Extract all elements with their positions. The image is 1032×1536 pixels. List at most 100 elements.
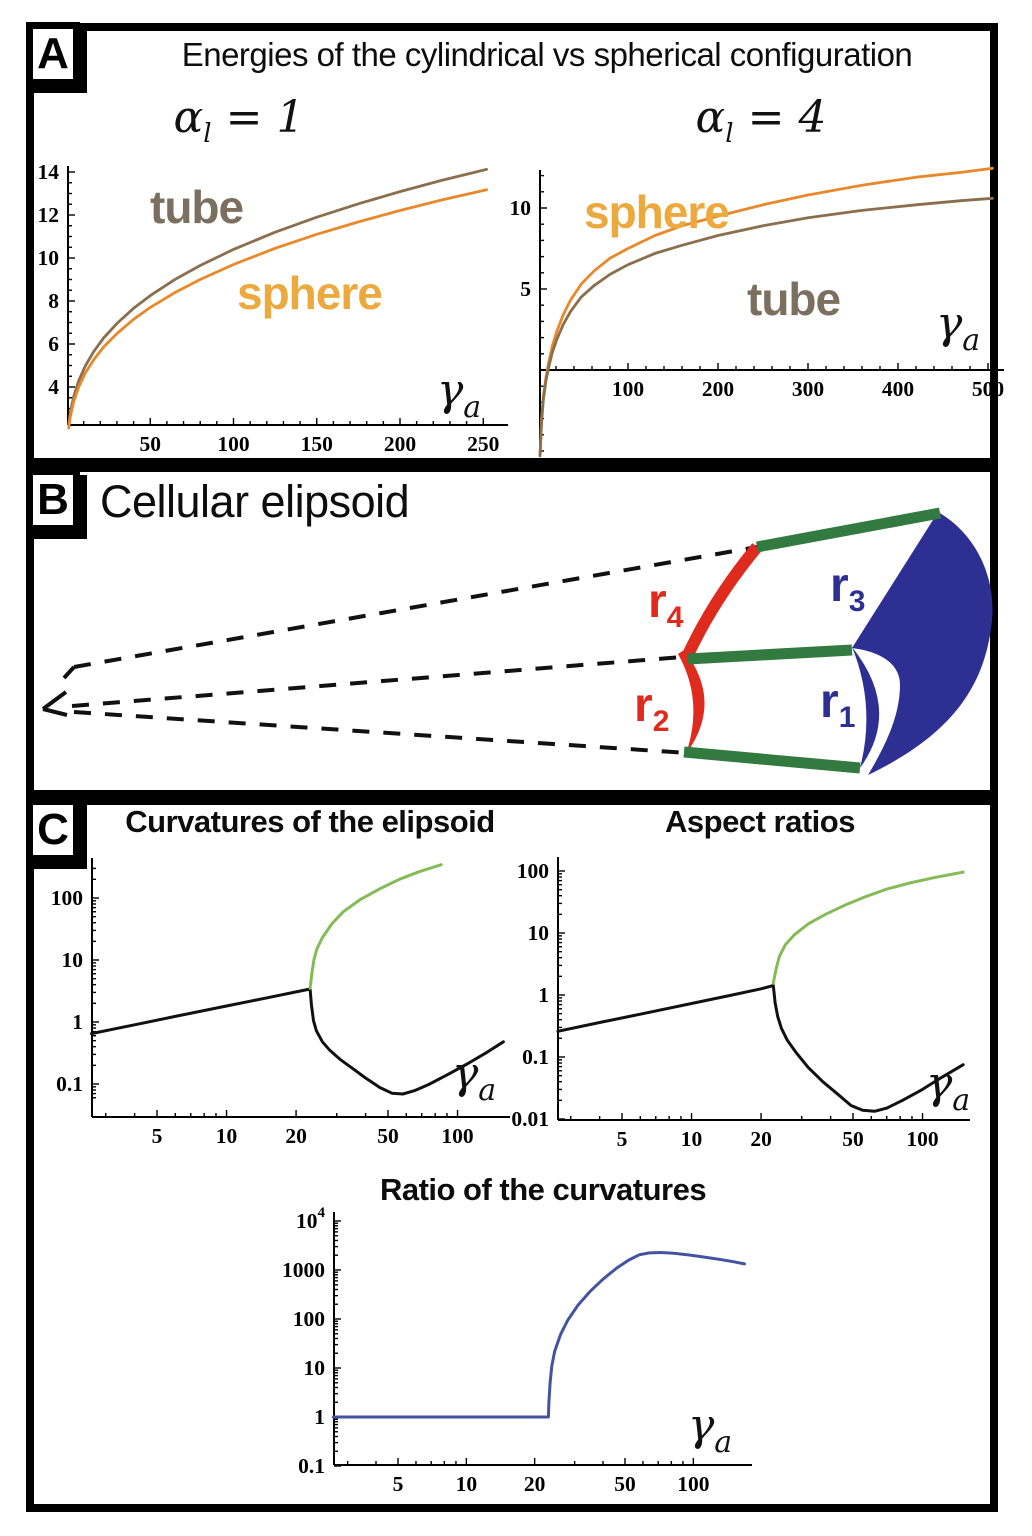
svg-text:100: 100: [51, 886, 83, 910]
series-stable-branch: [556, 984, 965, 1113]
tube-wall-bottom: [683, 746, 861, 774]
chart-curvatures-title: Curvatures of the elipsoid: [125, 804, 495, 839]
svg-text:50: 50: [842, 1127, 864, 1151]
svg-text:5: 5: [520, 277, 531, 301]
svg-text:1: 1: [538, 983, 549, 1007]
chart-curvature-ratio: 5 10 20 50 100 0.1 1 10 100 1000 104: [282, 1205, 752, 1496]
svg-text:10: 10: [62, 948, 84, 972]
svg-text:10: 10: [510, 196, 532, 220]
svg-text:100: 100: [217, 432, 249, 456]
tube-curve-label: tube: [150, 181, 244, 233]
panel-c-label: C: [26, 798, 80, 862]
gamma-symbol: γ: [688, 1400, 715, 1451]
radius-label-r2: r2: [634, 682, 669, 737]
svg-text:300: 300: [792, 377, 824, 401]
r-symbol: r: [820, 675, 839, 728]
svg-text:500: 500: [972, 377, 1004, 401]
chart-aspect-ratios: 5 10 20 50 100 0.01 0.1 1 10 100: [511, 857, 970, 1151]
svg-text:5: 5: [393, 1472, 404, 1496]
tube-wall-middle: [687, 644, 853, 665]
svg-text:10: 10: [456, 1472, 478, 1496]
gamma-symbol: γ: [452, 1048, 479, 1099]
gamma-symbol: γ: [437, 365, 464, 416]
alpha-value: = 1: [225, 92, 305, 143]
inner-cap-r1: [852, 647, 880, 768]
svg-text:0.1: 0.1: [522, 1045, 549, 1069]
svg-text:200: 200: [384, 432, 416, 456]
radius-label-r4: r4: [648, 578, 683, 633]
svg-text:20: 20: [524, 1472, 546, 1496]
panel-a-title: Energies of the cylindrical vs spherical…: [181, 36, 913, 73]
svg-text:100: 100: [517, 859, 549, 883]
xaxis-label-gamma: γa: [437, 365, 481, 425]
gamma-subscript: a: [714, 1425, 733, 1460]
series-stable-branch: [89, 987, 505, 1096]
svg-text:1: 1: [72, 1010, 83, 1034]
svg-text:200: 200: [702, 377, 734, 401]
r-subscript: 1: [838, 701, 856, 734]
svg-text:10: 10: [216, 1124, 238, 1148]
r-subscript: 3: [848, 585, 866, 618]
panel-b-title: Cellular elipsoid: [100, 476, 410, 527]
svg-text:1000: 1000: [282, 1258, 325, 1282]
alpha-subscript: l: [203, 119, 212, 149]
alpha-subscript: l: [725, 119, 734, 149]
svg-text:20: 20: [285, 1124, 307, 1148]
alpha-symbol: α: [695, 92, 726, 143]
angle-mark: [42, 707, 68, 717]
panel-a-label: A: [26, 22, 80, 86]
ellipsoid-diagram: [41, 507, 993, 775]
svg-text:14: 14: [38, 160, 60, 184]
svg-text:100: 100: [906, 1127, 938, 1151]
panel-a-letter: A: [37, 29, 69, 78]
svg-text:6: 6: [48, 332, 59, 356]
panel-c-letter: C: [37, 805, 69, 854]
xaxis-label-gamma: γa: [452, 1048, 496, 1108]
gamma-symbol: γ: [926, 1058, 953, 1109]
tube-wall-top: [755, 507, 942, 553]
outer-cap-r3: [852, 512, 993, 775]
svg-text:8: 8: [48, 289, 59, 313]
gamma-subscript: a: [478, 1073, 497, 1108]
r-subscript: 2: [652, 705, 670, 738]
svg-text:104: 104: [296, 1205, 326, 1233]
svg-text:10: 10: [528, 921, 550, 945]
series-tube: [67, 168, 488, 427]
sphere-curve-label: sphere: [584, 186, 730, 238]
gamma-symbol: γ: [936, 298, 963, 349]
svg-text:1: 1: [314, 1405, 325, 1429]
svg-text:100: 100: [612, 377, 644, 401]
svg-text:12: 12: [38, 203, 60, 227]
series-upper-branch: [771, 870, 965, 985]
series-sphere: [67, 188, 488, 430]
svg-text:50: 50: [377, 1124, 399, 1148]
svg-text:20: 20: [750, 1127, 772, 1151]
svg-text:400: 400: [882, 377, 914, 401]
dashed-line-bend: [62, 665, 76, 680]
svg-text:4: 4: [48, 375, 59, 399]
series-curvature-ratio: [332, 1251, 746, 1419]
svg-text:100: 100: [441, 1124, 473, 1148]
svg-text:150: 150: [301, 432, 333, 456]
xaxis-label-gamma: γa: [926, 1058, 970, 1118]
xaxis-label-gamma: γa: [688, 1400, 732, 1460]
svg-text:5: 5: [152, 1124, 163, 1148]
r-symbol: r: [634, 679, 653, 732]
chart-energy-al4: 100 200 300 400 500 5 10: [510, 166, 1004, 458]
figure-border: [26, 23, 998, 1512]
svg-text:0.01: 0.01: [511, 1107, 549, 1131]
svg-text:10: 10: [38, 246, 60, 270]
svg-text:50: 50: [614, 1472, 636, 1496]
cap-r4: [680, 543, 762, 662]
panel-separator-bc: [26, 790, 998, 805]
svg-text:100: 100: [293, 1307, 325, 1331]
panel-b-label: B: [26, 468, 80, 532]
r-subscript: 4: [666, 601, 684, 634]
svg-text:0.1: 0.1: [298, 1454, 325, 1478]
panel-separator-ab: [26, 458, 998, 472]
radius-label-r3: r3: [830, 562, 865, 617]
gamma-subscript: a: [463, 390, 482, 425]
subtitle-alpha-4: αl = 4: [651, 92, 871, 149]
alpha-value: = 4: [747, 92, 827, 143]
